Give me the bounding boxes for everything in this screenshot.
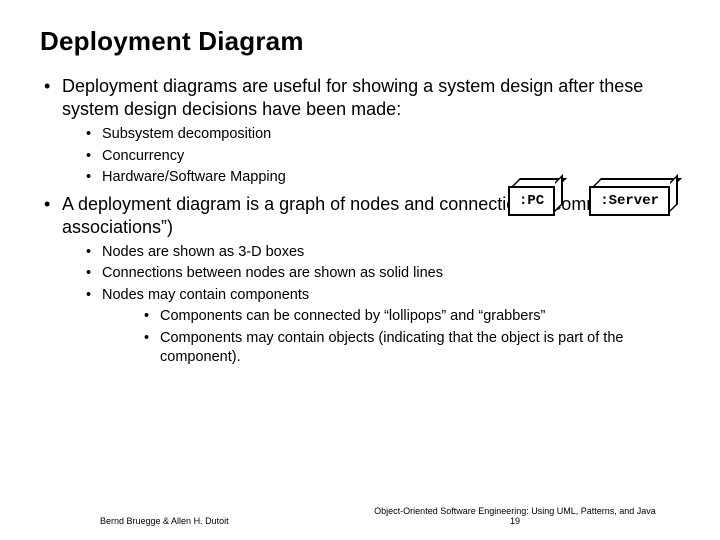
- uml-node-server-top: [593, 178, 682, 186]
- bullet-2-sub-2: Connections between nodes are shown as s…: [62, 264, 680, 283]
- footer-book-title: Object-Oriented Software Engineering: Us…: [374, 506, 656, 516]
- bullet-1-sub-3: Hardware/Software Mapping: [62, 168, 680, 187]
- bullet-2-sub-3-text: Nodes may contain components: [102, 287, 309, 303]
- bullet-2-sub-1: Nodes are shown as 3-D boxes: [62, 243, 680, 262]
- slide: Deployment Diagram Deployment diagrams a…: [0, 0, 720, 540]
- bullet-2-em: deployment diagram: [78, 194, 241, 214]
- uml-node-server: :Server: [589, 186, 670, 216]
- bullet-1-sub-1: Subsystem decomposition: [62, 125, 680, 144]
- bullet-1-sub-2: Concurrency: [62, 147, 680, 166]
- bullet-2-sublist: Nodes are shown as 3-D boxes Connections…: [62, 243, 680, 366]
- bullet-2-sub-3-list: Components can be connected by “lollipop…: [102, 307, 680, 366]
- uml-node-server-label: :Server: [589, 186, 670, 216]
- bullet-2-sub-3-a: Components can be connected by “lollipop…: [102, 307, 680, 326]
- footer-book: Object-Oriented Software Engineering: Us…: [350, 506, 680, 526]
- bullet-2-sub-3-b: Components may contain objects (indicati…: [102, 329, 680, 366]
- bullet-1: Deployment diagrams are useful for showi…: [40, 75, 680, 187]
- body-text: Deployment diagrams are useful for showi…: [40, 75, 680, 366]
- uml-nodes-group: :PC :Server: [508, 186, 670, 216]
- footer-page-number: 19: [510, 516, 520, 526]
- bullet-2: A deployment diagram is a graph of nodes…: [40, 193, 680, 366]
- bullet-list: Deployment diagrams are useful for showi…: [40, 75, 680, 366]
- bullet-2-pre: A: [62, 194, 78, 214]
- uml-node-pc-side: [555, 174, 563, 212]
- uml-node-pc: :PC: [508, 186, 555, 216]
- uml-node-pc-label: :PC: [508, 186, 555, 216]
- footer-authors: Bernd Bruegge & Allen H. Dutoit: [100, 516, 229, 526]
- bullet-1-text: Deployment diagrams are useful for showi…: [62, 76, 643, 119]
- bullet-1-sublist: Subsystem decomposition Concurrency Hard…: [62, 125, 680, 187]
- bullet-2-sub-3: Nodes may contain components Components …: [62, 286, 680, 366]
- page-title: Deployment Diagram: [40, 26, 680, 57]
